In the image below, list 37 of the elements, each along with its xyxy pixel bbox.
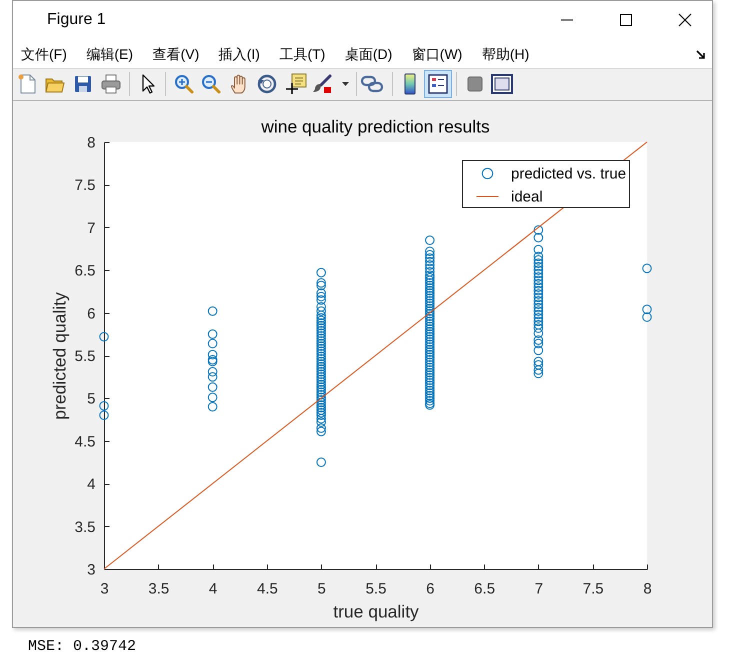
y-tick-label: 4	[87, 476, 96, 494]
y-tick-label: 6	[87, 305, 96, 322]
y-tick-label: 7	[87, 220, 96, 237]
y-tick-label: 3	[87, 562, 96, 578]
text: 编辑(E)	[86, 45, 134, 63]
x-tick-label: 5.5	[366, 580, 386, 598]
y-tick-label: 5.5	[74, 348, 96, 365]
y-tick-label: 6.5	[74, 262, 96, 280]
x-tick-label: 7.5	[582, 580, 604, 598]
y-axis-title: predicted quality	[50, 292, 70, 420]
y-tick-label: 5	[87, 390, 96, 408]
text: 文件(F)	[21, 45, 67, 63]
text: 窗口(W)	[412, 45, 462, 63]
x-tick-label: 6.5	[474, 580, 496, 598]
caption: Figure 1	[47, 10, 106, 30]
text: 桌面(D)	[344, 45, 392, 63]
x-tick-label: 5	[318, 580, 326, 598]
x-tick-label: 3	[100, 580, 109, 598]
text: 帮助(H)	[482, 45, 530, 63]
y-tick-label: 4.5	[74, 433, 96, 450]
text: 工具(T)	[279, 45, 326, 63]
text: 插入(I)	[218, 45, 260, 63]
x-tick-label: 4.5	[256, 580, 278, 598]
legend-label: predicted vs. true	[511, 166, 626, 182]
y-tick-label: 7.5	[74, 177, 96, 194]
text: MSE: 0.39742	[28, 638, 136, 656]
x-axis-title: true quality	[333, 602, 420, 622]
y-tick-label: 8	[87, 134, 96, 152]
x-tick-label: 3.5	[148, 580, 170, 598]
x-tick-label: 7	[534, 580, 544, 598]
y-tick-label: 3.5	[74, 518, 96, 536]
legend-label: ideal	[511, 188, 543, 206]
x-tick-label: 4	[208, 580, 218, 598]
chart-title: wine quality prediction results	[260, 116, 490, 136]
text: 查看(V)	[152, 45, 200, 63]
x-tick-label: 6	[426, 580, 434, 598]
x-tick-label: 8	[643, 580, 652, 598]
